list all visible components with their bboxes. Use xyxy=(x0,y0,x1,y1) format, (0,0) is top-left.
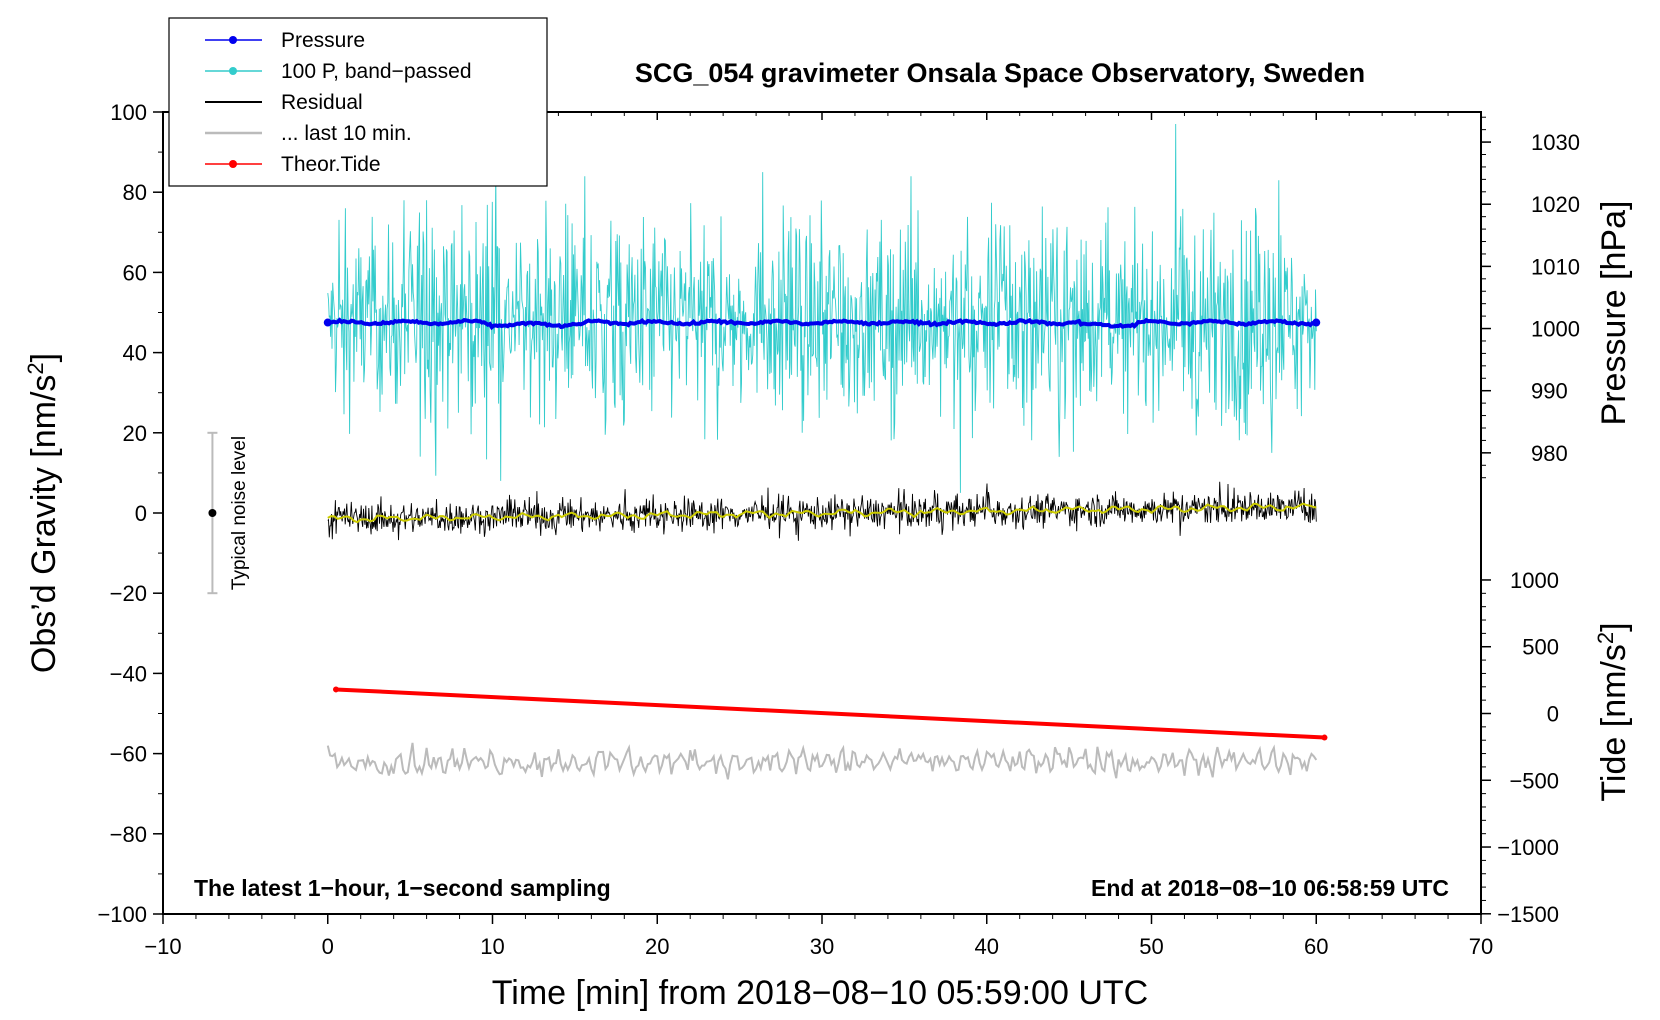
tide-tick-label: −1000 xyxy=(1497,835,1559,860)
series-residual xyxy=(327,481,1317,541)
tide-tick-label: −1500 xyxy=(1497,902,1559,927)
tide-axis-label-main: Tide [nm/s xyxy=(1595,644,1633,801)
x-axis-ticks: −10 0 10 20 30 40 50 60 70 xyxy=(144,112,1493,959)
series-pressure xyxy=(323,317,1321,331)
legend-label: Pressure xyxy=(281,29,365,52)
tide-tick-label: 1000 xyxy=(1510,568,1559,593)
series-residual-line xyxy=(327,481,1317,541)
y-axis-ticks: −100 −80 −60 −40 −20 0 20 40 60 80 100 xyxy=(97,100,163,927)
pressure-tick-label: 980 xyxy=(1531,441,1568,466)
chart-title: SCG_054 gravimeter Onsala Space Observat… xyxy=(635,58,1365,88)
tide-axis-ticks: −1500 −1000 −500 0 500 1000 xyxy=(1481,568,1559,927)
x-tick-label: 20 xyxy=(645,934,669,959)
legend-label: Residual xyxy=(281,91,363,114)
tide-axis-label-end: ] xyxy=(1595,622,1633,631)
legend-swatch-marker xyxy=(229,160,237,168)
tide-axis-label: Tide [nm/s2] xyxy=(1593,622,1634,801)
x-tick-label: 0 xyxy=(322,934,334,959)
x-tick-label: −10 xyxy=(144,934,181,959)
tide-axis-label-sup: 2 xyxy=(1593,632,1618,644)
series-theor-tide xyxy=(332,686,1328,741)
tide-tick-label: −500 xyxy=(1509,768,1559,793)
y-tick-label: −80 xyxy=(110,822,147,847)
pressure-tick-label: 990 xyxy=(1531,379,1568,404)
pressure-axis-ticks: 980 990 1000 1010 1020 1030 xyxy=(1481,116,1580,479)
y-tick-label: 80 xyxy=(123,180,147,205)
series-pressure-line xyxy=(327,317,1318,331)
tide-tick-label: 500 xyxy=(1522,635,1559,660)
x-tick-label: 60 xyxy=(1304,934,1328,959)
series-pressure-bandpassed xyxy=(327,123,1317,493)
y-tick-label: 40 xyxy=(123,341,147,366)
series-pressure-bandpassed-line xyxy=(327,123,1317,493)
y-tick-label: 20 xyxy=(123,421,147,446)
series-theor-tide-line xyxy=(335,687,1325,740)
series-residual-smoothed-line xyxy=(327,502,1317,524)
noise-level-bar xyxy=(207,431,218,595)
tide-tick-label: 0 xyxy=(1547,702,1559,727)
y-axis-label: Obs’d Gravity [nm/s2] xyxy=(23,353,64,673)
y-tick-label: −20 xyxy=(110,581,147,606)
pressure-tick-label: 1030 xyxy=(1531,130,1580,155)
legend-label: 100 P, band−passed xyxy=(281,60,472,83)
y-tick-label: −60 xyxy=(110,742,147,767)
x-axis-label: Time [min] from 2018−08−10 05:59:00 UTC xyxy=(492,974,1148,1012)
series-last-10-min xyxy=(326,742,1318,780)
pressure-tick-label: 1020 xyxy=(1531,192,1580,217)
x-tick-label: 70 xyxy=(1469,934,1493,959)
series-theor-tide-start-point xyxy=(332,686,339,693)
x-tick-label: 50 xyxy=(1139,934,1163,959)
bottom-right-label: End at 2018−08−10 06:58:59 UTC xyxy=(1091,875,1449,901)
x-tick-label: 10 xyxy=(480,934,504,959)
legend-swatch-marker xyxy=(229,36,237,44)
pressure-tick-label: 1000 xyxy=(1531,317,1580,342)
legend-label: ... last 10 min. xyxy=(281,122,412,145)
y-axis-label-sup: 2 xyxy=(23,362,48,374)
noise-level-label: Typical noise level xyxy=(229,436,250,590)
series-last-10-min-line xyxy=(326,742,1318,780)
bottom-left-label: The latest 1−hour, 1−second sampling xyxy=(194,875,611,901)
legend: Pressure 100 P, band−passed Residual ... la… xyxy=(168,17,548,187)
x-tick-label: 30 xyxy=(810,934,834,959)
y-axis-label-end: ] xyxy=(25,353,63,362)
series-pressure-start-point xyxy=(323,318,332,327)
y-tick-label: 60 xyxy=(123,260,147,285)
x-tick-label: 40 xyxy=(975,934,999,959)
legend-swatch-marker xyxy=(229,67,237,75)
series-pressure-end-point xyxy=(1312,318,1321,327)
y-tick-label: −40 xyxy=(110,661,147,686)
pressure-axis-label: Pressure [hPa] xyxy=(1595,201,1633,426)
y-tick-label: 100 xyxy=(110,100,147,125)
y-tick-label: 0 xyxy=(135,501,147,526)
y-tick-label: −100 xyxy=(97,902,147,927)
y-axis-label-main: Obs’d Gravity [nm/s xyxy=(25,375,63,674)
noise-bar-center-point xyxy=(208,509,217,517)
series-theor-tide-end-point xyxy=(1321,734,1328,741)
pressure-tick-label: 1010 xyxy=(1531,254,1580,279)
legend-label: Theor.Tide xyxy=(281,153,381,176)
